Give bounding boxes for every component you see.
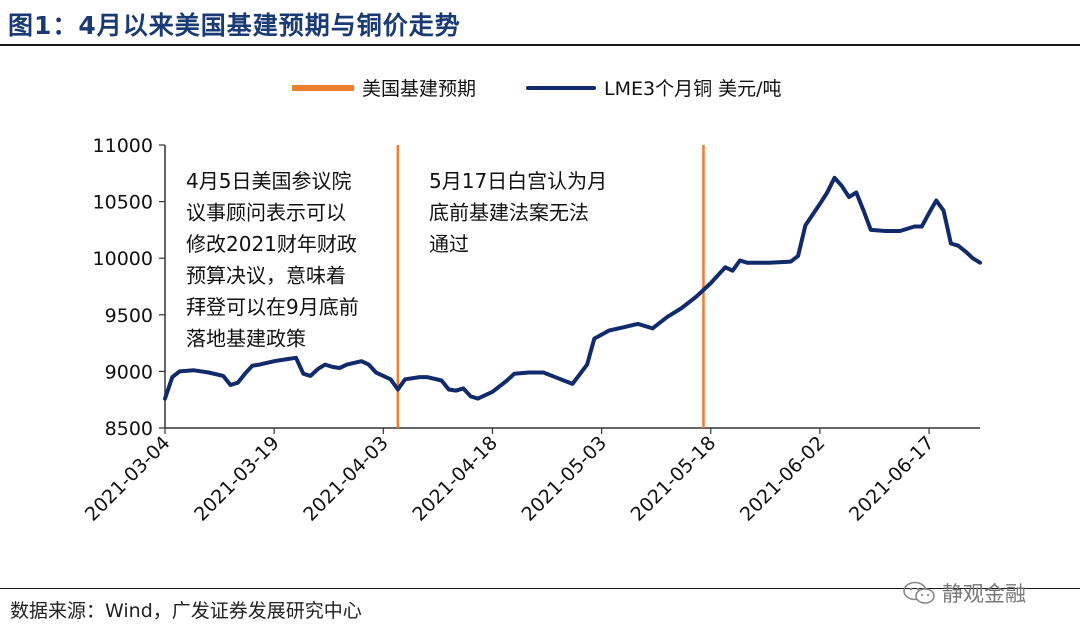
wechat-icon (903, 581, 935, 604)
x-tick-label: 2021-06-02 (736, 432, 830, 526)
x-tick-label: 2021-04-03 (299, 432, 393, 526)
source-note: 数据来源：Wind，广发证券发展研究中心 (10, 600, 362, 622)
page-title: 图1：4月以来美国基建预期与铜价走势 (8, 11, 461, 40)
footer-rule (0, 588, 1080, 589)
annotation-line: 议事顾问表示可以 (186, 201, 346, 225)
annotation-line: 4月5日美国参议院 (186, 169, 351, 193)
legend-item-copper: LME3个月铜 美元/吨 (526, 74, 782, 101)
annotations: 4月5日美国参议院议事顾问表示可以修改2021财年财政预算决议，意味着拜登可以在… (186, 169, 607, 351)
series-layer (163, 175, 982, 401)
legend-swatch-orange (292, 84, 354, 91)
x-tick-label: 2021-03-19 (190, 432, 284, 526)
y-tick-label: 11000 (93, 135, 153, 157)
y-tick-label: 8500 (105, 418, 153, 440)
x-tick-label: 2021-05-03 (518, 432, 612, 526)
chart-legend: 美国基建预期 LME3个月铜 美元/吨 (0, 74, 1080, 108)
x-tick-label: 2021-04-18 (408, 432, 502, 526)
watermark: 静观金融 (902, 578, 1026, 608)
legend-item-infrastructure: 美国基建预期 (292, 74, 476, 101)
annotation-line: 拜登可以在9月底前 (186, 295, 359, 319)
annotation-text: 5月17日白宫认为月底前基建法案无法通过 (429, 169, 607, 256)
annotation-line: 底前基建法案无法 (429, 201, 589, 225)
title-rule (0, 44, 1080, 46)
y-tick-label: 9000 (105, 361, 153, 383)
x-tick-label: 2021-05-18 (627, 432, 721, 526)
legend-label-infrastructure: 美国基建预期 (362, 78, 477, 100)
annotation-line: 修改2021财年财政 (186, 232, 357, 256)
x-tick-label: 2021-03-04 (81, 432, 175, 526)
y-tick-label: 10500 (93, 192, 153, 214)
legend-label-copper: LME3个月铜 美元/吨 (604, 78, 782, 100)
y-tick-label: 10000 (93, 248, 153, 270)
x-axis: 2021-03-04 2021-03-19 2021-04-03 2021-04-18… (81, 427, 980, 526)
series-line-copper (163, 175, 982, 401)
y-axis: 8500 9000 9500 10000 10500 11000 (93, 135, 166, 440)
event-markers (396, 145, 705, 428)
x-tick-label: 2021-06-17 (845, 432, 939, 526)
y-tick-label: 9500 (105, 305, 153, 327)
annotation-line: 通过 (429, 232, 469, 256)
annotation-line: 5月17日白宫认为月 (429, 169, 607, 193)
annotation-line: 预算决议，意味着 (186, 264, 346, 288)
annotation-line: 落地基建政策 (186, 327, 306, 351)
legend-swatch-blue (526, 85, 596, 90)
watermark-text: 静观金融 (942, 582, 1026, 606)
annotation-text: 4月5日美国参议院议事顾问表示可以修改2021财年财政预算决议，意味着拜登可以在… (186, 169, 359, 351)
